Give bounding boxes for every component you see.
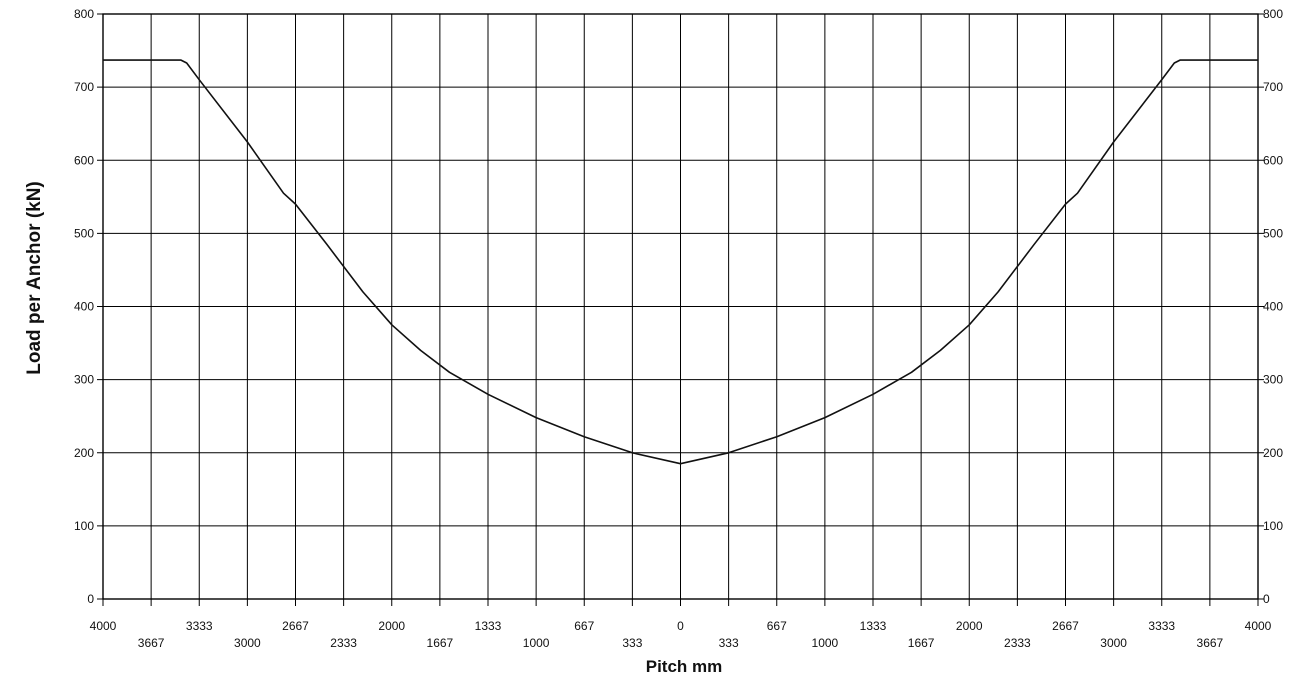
x-tick-label: 3000	[234, 636, 261, 650]
y-tick-label-left: 800	[74, 7, 94, 21]
y-tick-label-right: 500	[1263, 226, 1283, 240]
x-tick-label: 1333	[475, 619, 502, 633]
y-tick-labels-right: 0 100 200 300 400 500 600 700 800	[1263, 7, 1283, 606]
x-tick-label: 2667	[1052, 619, 1079, 633]
x-tick-label: 667	[767, 619, 787, 633]
y-tick-label-right: 0	[1263, 592, 1270, 606]
y-tick-label-right: 400	[1263, 300, 1283, 314]
x-tick-label: 2000	[956, 619, 983, 633]
y-tick-label-right: 600	[1263, 153, 1283, 167]
x-tick-label: 0	[677, 619, 684, 633]
x-tick-label: 1333	[860, 619, 887, 633]
plot-frame	[102, 13, 1259, 600]
x-tick-label: 667	[574, 619, 594, 633]
x-tick-labels: 4000 3333 2667 2000 1333 667 0 667 1333 2000 2667 3…	[90, 619, 1272, 650]
y-tick-label-left: 0	[87, 592, 94, 606]
x-tick-label: 4000	[90, 619, 117, 633]
y-tick-label-right: 700	[1263, 80, 1283, 94]
x-tick-label: 2333	[1004, 636, 1031, 650]
x-tick-label: 2667	[282, 619, 309, 633]
x-tick-label: 4000	[1245, 619, 1272, 633]
x-tick-label: 3667	[138, 636, 165, 650]
y-axis-label: Load per Anchor (kN)	[24, 181, 45, 375]
x-tick-label: 1000	[523, 636, 550, 650]
y-tick-label-left: 300	[74, 373, 94, 387]
y-tick-label-left: 700	[74, 80, 94, 94]
y-tick-label-right: 800	[1263, 7, 1283, 21]
y-tick-label-left: 200	[74, 446, 94, 460]
x-tick-label: 333	[622, 636, 642, 650]
y-tick-label-left: 400	[74, 300, 94, 314]
x-tick-label: 2000	[378, 619, 405, 633]
x-tick-label: 3333	[186, 619, 213, 633]
y-tick-label-left: 500	[74, 226, 94, 240]
y-tick-label-right: 100	[1263, 519, 1283, 533]
x-tick-label: 2333	[330, 636, 357, 650]
x-tick-label: 3667	[1197, 636, 1224, 650]
x-tick-label: 1000	[812, 636, 839, 650]
y-tick-label-left: 600	[74, 153, 94, 167]
y-tick-labels-left: 0 100 200 300 400 500 600 700 800	[74, 7, 94, 606]
x-axis-label: Pitch mm	[646, 657, 723, 676]
x-tick-label: 3000	[1100, 636, 1127, 650]
x-tick-label: 1667	[427, 636, 454, 650]
grid-lines	[97, 13, 1264, 606]
x-tick-label: 1667	[908, 636, 935, 650]
y-tick-label-right: 200	[1263, 446, 1283, 460]
series-line	[103, 59, 1258, 465]
x-tick-label: 3333	[1148, 619, 1175, 633]
y-tick-label-right: 300	[1263, 373, 1283, 387]
x-tick-label: 333	[719, 636, 739, 650]
y-tick-label-left: 100	[74, 519, 94, 533]
